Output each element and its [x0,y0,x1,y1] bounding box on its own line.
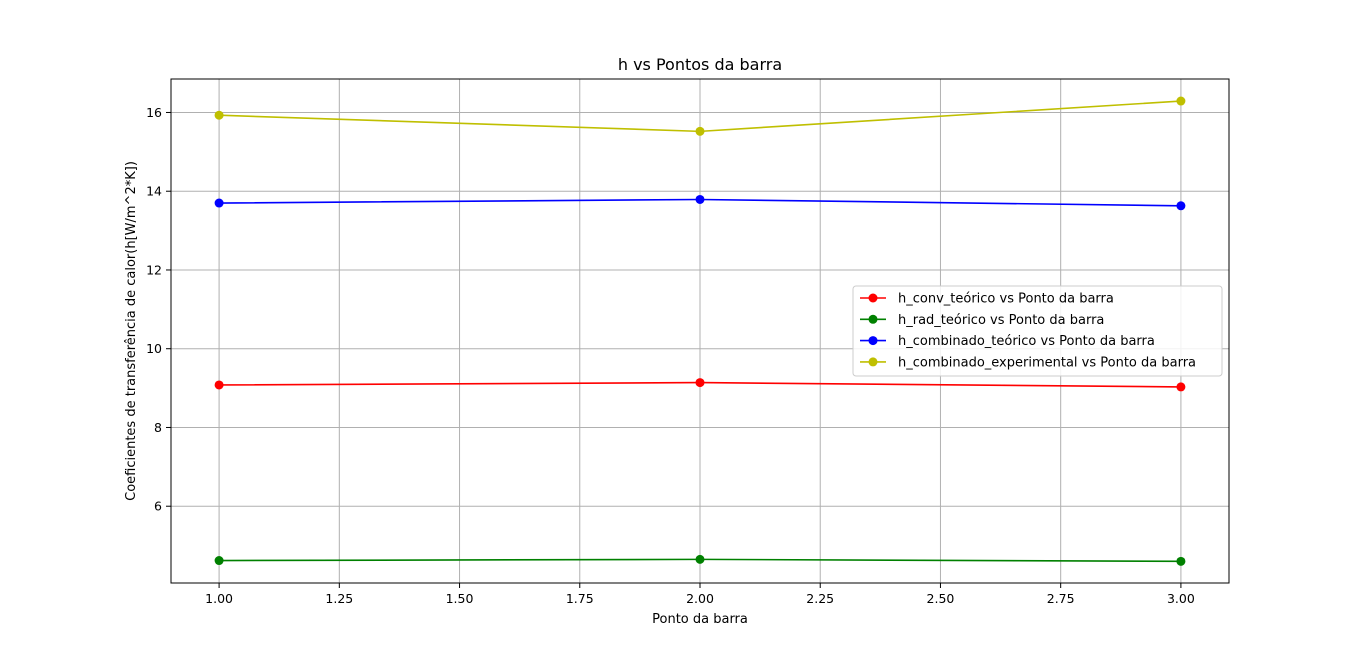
legend-marker [868,314,878,324]
x-tick-label: 2.25 [806,591,834,606]
legend-label: h_combinado_experimental vs Ponto da bar… [898,355,1196,370]
series-layer [214,96,1186,566]
y-tick-label: 8 [154,420,162,435]
y-axis-ticks: 6 8 10 12 14 16 [146,105,171,514]
y-tick-label: 6 [154,499,162,514]
x-tick-label: 3.00 [1167,591,1195,606]
y-tick-label: 14 [146,184,162,199]
data-point [695,378,705,388]
x-tick-label: 2.00 [686,591,714,606]
legend-label: h_combinado_teórico vs Ponto da barra [898,334,1155,349]
legend-entry: h_conv_teórico vs Ponto da barra [860,292,1114,307]
x-tick-label: 2.75 [1047,591,1075,606]
series-3 [214,96,1186,136]
x-tick-label: 1.50 [446,591,474,606]
series-1 [214,554,1186,566]
data-point [1176,201,1186,211]
legend-entry: h_rad_teórico vs Ponto da barra [860,313,1104,328]
legend-label: h_rad_teórico vs Ponto da barra [898,313,1104,328]
data-point [695,194,705,204]
legend-box [852,285,1223,377]
y-tick-label: 16 [146,105,162,120]
data-point [214,556,224,566]
chart-title: h vs Pontos da barra [618,55,782,74]
x-tick-label: 2.50 [927,591,955,606]
data-point [1176,96,1186,106]
x-axis-label: Ponto da barra [652,612,748,627]
legend-marker [868,357,878,367]
y-tick-label: 12 [146,262,162,277]
legend-entry: h_combinado_teórico vs Ponto da barra [860,334,1155,349]
legend: h_conv_teórico vs Ponto da barra h_rad_te… [852,285,1223,377]
x-axis-ticks: 1.00 1.25 1.50 1.75 2.00 2.25 2.50 2.75 3.00 [205,583,1195,606]
legend-marker [868,293,878,303]
data-point [214,380,224,390]
data-point [695,554,705,564]
x-tick-label: 1.25 [325,591,353,606]
y-axis-label: Coeficientes de transferência de calor(h… [124,161,139,501]
legend-entry: h_combinado_experimental vs Ponto da bar… [860,355,1196,370]
legend-label: h_conv_teórico vs Ponto da barra [898,292,1114,307]
series-0 [214,378,1186,392]
y-tick-label: 10 [146,341,162,356]
series-2 [214,194,1186,211]
legend-marker [868,336,878,346]
data-point [214,110,224,120]
legend-entries: h_conv_teórico vs Ponto da barra h_rad_te… [860,292,1196,370]
data-point [695,126,705,136]
data-point [1176,556,1186,566]
x-tick-label: 1.75 [566,591,594,606]
data-point [1176,382,1186,392]
x-tick-label: 1.00 [205,591,233,606]
data-point [214,198,224,208]
